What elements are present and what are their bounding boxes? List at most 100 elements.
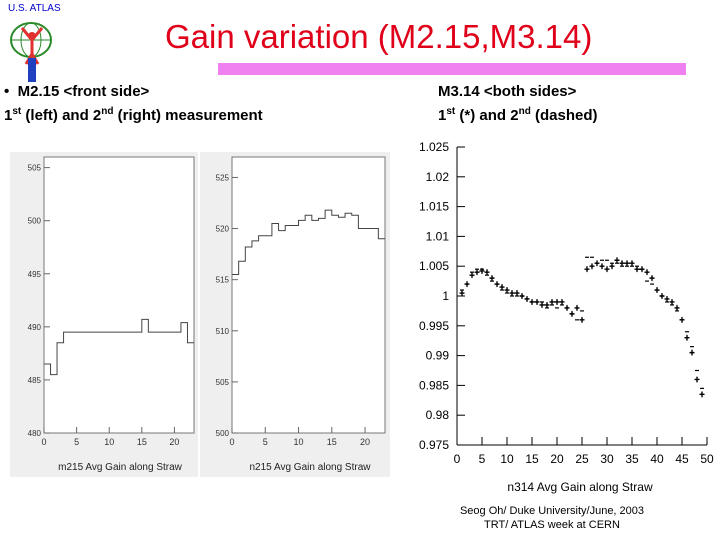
c3-series1-point bbox=[619, 260, 625, 266]
c3-series1-point bbox=[649, 275, 655, 281]
c3-series1-point bbox=[589, 263, 595, 269]
c1-xtick-label: 0 bbox=[41, 437, 46, 447]
c3-ytick-label: 1.01 bbox=[426, 229, 450, 243]
c1-xtick-label: 15 bbox=[137, 437, 147, 447]
c1-xtick-label: 10 bbox=[104, 437, 114, 447]
chart-m215: 480 485 490 495 500 505 0 5 10 15 20 m215 Avg Gai… bbox=[10, 152, 198, 477]
chart-n314: 0.975 0.98 0.985 0.99 0.995 1 1.005 1.01 1.015 1.… bbox=[419, 140, 714, 494]
c3-series1-point bbox=[469, 272, 475, 278]
c3-series1-point bbox=[604, 266, 610, 272]
c3-series1-point bbox=[524, 296, 530, 302]
right-heading-line2: 1st (*) and 2nd (dashed) bbox=[438, 106, 598, 124]
c3-series1-point bbox=[674, 305, 680, 311]
c3-series1-point bbox=[464, 281, 470, 287]
chart-m215-histogram bbox=[44, 318, 194, 376]
c3-ytick-label: 0.99 bbox=[426, 349, 450, 363]
c3-xtick-label: 5 bbox=[479, 452, 486, 466]
c3-xtick-label: 35 bbox=[625, 452, 639, 466]
c3-series1-point bbox=[484, 269, 490, 275]
c3-series1-point bbox=[669, 299, 675, 305]
chart-n215-histogram bbox=[232, 209, 385, 276]
c3-series1-point bbox=[694, 376, 700, 382]
c3-series1-point bbox=[569, 311, 575, 317]
c3-series1-point bbox=[529, 299, 535, 305]
c3-series1-point bbox=[639, 266, 645, 272]
logo-text: U.S. ATLAS bbox=[8, 3, 61, 14]
c3-xtick-label: 15 bbox=[525, 452, 539, 466]
c3-xtick-label: 10 bbox=[500, 452, 514, 466]
c3-series1-point bbox=[534, 299, 540, 305]
c3-xtick-label: 30 bbox=[600, 452, 614, 466]
c2-ytick-label: 525 bbox=[216, 173, 230, 182]
c1-xtick-label: 5 bbox=[74, 437, 79, 447]
c3-series1-point bbox=[499, 284, 505, 290]
c1-ytick-label: 500 bbox=[28, 217, 42, 226]
c3-series1-point bbox=[634, 266, 640, 272]
c3-series1-point bbox=[544, 302, 550, 308]
c3-xtick-label: 25 bbox=[575, 452, 589, 466]
c3-series1-point bbox=[699, 391, 705, 397]
right-heading-line1: M3.14 <both sides> bbox=[438, 83, 577, 100]
c3-series1-point bbox=[504, 287, 510, 293]
chart-n215-xlabel: n215 Avg Gain along Straw bbox=[249, 462, 371, 473]
c3-xtick-label: 20 bbox=[550, 452, 564, 466]
c3-series1-point bbox=[629, 260, 635, 266]
c3-series1-point bbox=[599, 263, 605, 269]
c2-xtick-label: 15 bbox=[327, 437, 337, 447]
c3-series1-point bbox=[614, 257, 620, 263]
c3-series1-point bbox=[559, 299, 565, 305]
chart-n314-xlabel: n314 Avg Gain along Straw bbox=[507, 480, 653, 494]
c3-series1-point bbox=[509, 290, 515, 296]
c3-series1-point bbox=[489, 275, 495, 281]
c3-series1-point bbox=[574, 305, 580, 311]
c2-ytick-label: 520 bbox=[216, 225, 230, 234]
c3-xtick-label: 40 bbox=[650, 452, 664, 466]
c3-ytick-label: 1.025 bbox=[419, 140, 449, 154]
chart-m215-xlabel: m215 Avg Gain along Straw bbox=[58, 462, 183, 473]
us-atlas-logo bbox=[10, 22, 52, 82]
c3-series1-point bbox=[519, 293, 525, 299]
c3-ytick-label: 0.995 bbox=[419, 319, 449, 333]
c2-ytick-label: 505 bbox=[216, 378, 230, 387]
page-title: Gain variation (M2.15,M3.14) bbox=[165, 18, 593, 55]
c2-plot-frame bbox=[231, 156, 386, 434]
c3-series1-point bbox=[659, 293, 665, 299]
c3-series1-point bbox=[644, 269, 650, 275]
c3-series1-point bbox=[459, 290, 465, 296]
bullet-icon: • bbox=[4, 83, 10, 100]
left-heading-text: M2.15 <front side> bbox=[17, 83, 150, 100]
c1-ytick-label: 490 bbox=[28, 323, 42, 332]
c3-ytick-label: 1.015 bbox=[419, 200, 449, 214]
c3-ytick-label: 0.98 bbox=[426, 408, 450, 422]
c3-series1-point bbox=[539, 302, 545, 308]
c3-series1-point bbox=[609, 263, 615, 269]
c2-ytick-label: 510 bbox=[216, 327, 230, 336]
c1-xtick-label: 20 bbox=[169, 437, 179, 447]
c3-series1-point bbox=[479, 268, 485, 274]
c3-xtick-label: 50 bbox=[700, 452, 714, 466]
c3-ytick-label: 1.02 bbox=[426, 170, 450, 184]
c2-xtick-label: 20 bbox=[360, 437, 370, 447]
credit-line2: TRT/ ATLAS week at CERN bbox=[484, 519, 620, 531]
logo-pillar bbox=[28, 58, 36, 82]
c3-ytick-label: 1.005 bbox=[419, 259, 449, 273]
c3-series1-point bbox=[579, 317, 585, 323]
c3-ytick-label: 1 bbox=[442, 289, 449, 303]
c3-series1-point bbox=[679, 317, 685, 323]
c1-ytick-label: 505 bbox=[28, 164, 42, 173]
c3-series1-point bbox=[664, 296, 670, 302]
c3-series1-point bbox=[594, 260, 600, 266]
c1-plot-frame bbox=[43, 156, 195, 434]
c2-xtick-label: 10 bbox=[294, 437, 304, 447]
title-accent-bar bbox=[218, 63, 686, 75]
left-heading-line2: 1st (left) and 2nd (right) measurement bbox=[4, 106, 263, 124]
c3-series1-point bbox=[624, 260, 630, 266]
c3-series1-point bbox=[584, 266, 590, 272]
c1-ytick-label: 485 bbox=[28, 376, 42, 385]
c3-ytick-label: 0.975 bbox=[419, 438, 449, 452]
c3-series1-point bbox=[494, 281, 500, 287]
c2-xtick-label: 5 bbox=[263, 437, 268, 447]
c1-ytick-label: 495 bbox=[28, 270, 42, 279]
c3-series1-point bbox=[514, 290, 520, 296]
